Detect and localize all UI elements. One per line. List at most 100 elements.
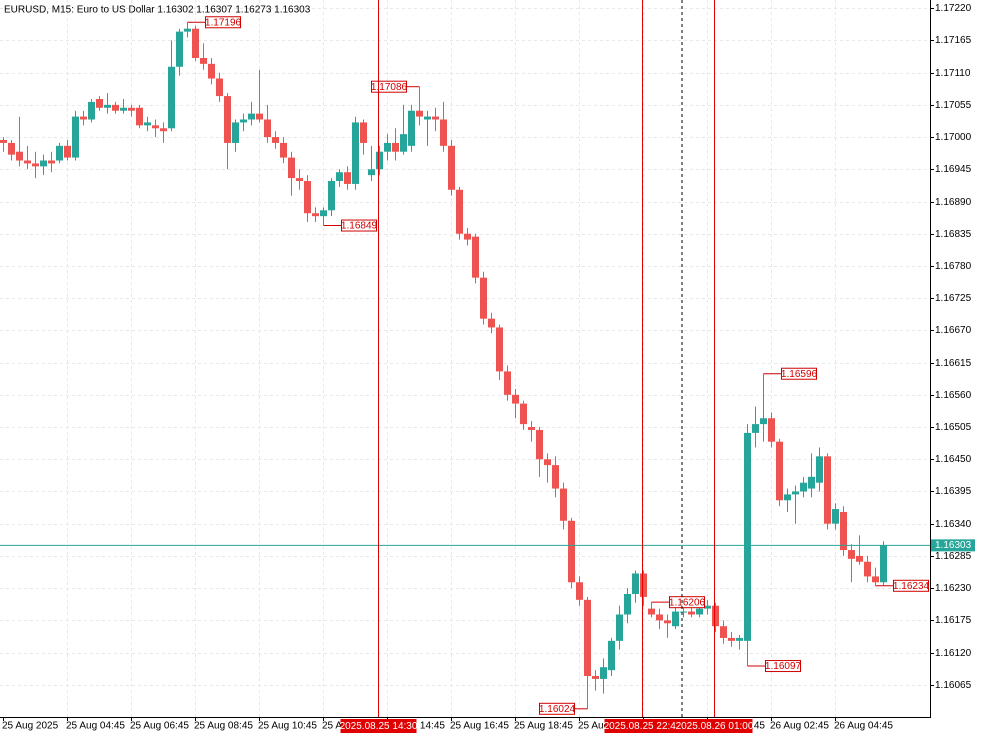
candle-body bbox=[848, 550, 855, 559]
current-price-tag bbox=[931, 539, 975, 552]
candle-body bbox=[8, 142, 15, 155]
candle-body bbox=[552, 465, 559, 489]
x-tick-label: 25 Aug 10:45 bbox=[258, 721, 317, 732]
y-tick-label: 1.17000 bbox=[935, 132, 972, 143]
annotation-label: 1.16206 bbox=[669, 597, 706, 608]
candle-body bbox=[504, 371, 511, 395]
candle-body bbox=[464, 233, 471, 240]
date-tag-label: 2025.08.26 01:00 bbox=[676, 721, 754, 732]
candle-body bbox=[632, 573, 639, 594]
y-tick-label: 1.16065 bbox=[935, 680, 972, 691]
candle-body bbox=[56, 145, 63, 161]
annotation-label: 1.16024 bbox=[539, 704, 576, 715]
candle-body bbox=[224, 96, 231, 143]
candle-body bbox=[320, 210, 327, 217]
y-tick-label: 1.16285 bbox=[935, 551, 972, 562]
candle-body bbox=[232, 122, 239, 143]
candle-body bbox=[272, 137, 279, 143]
annotation-box bbox=[893, 579, 929, 592]
candle-body bbox=[264, 119, 271, 138]
candle-body bbox=[680, 611, 687, 613]
candle-body bbox=[880, 545, 887, 583]
candle-body bbox=[344, 172, 351, 184]
candle-body bbox=[88, 101, 95, 120]
chart-title: EURUSD, M15: Euro to US Dollar 1.16302 1… bbox=[4, 5, 311, 16]
candle-body bbox=[872, 576, 879, 583]
annotation-box bbox=[539, 702, 575, 715]
candle-body bbox=[592, 675, 599, 679]
candle-body bbox=[376, 151, 383, 170]
x-tick-label: 26 Aug 02:45 bbox=[770, 721, 829, 732]
candle-body bbox=[576, 582, 583, 600]
candle-body bbox=[208, 63, 215, 79]
candle-body bbox=[640, 573, 647, 597]
annotation-label: 1.16849 bbox=[341, 221, 378, 232]
candle-body bbox=[416, 110, 423, 117]
candle-body bbox=[600, 667, 607, 679]
candle-body bbox=[368, 169, 375, 176]
candle-body bbox=[672, 611, 679, 627]
candle-body bbox=[112, 104, 119, 111]
candle-body bbox=[808, 476, 815, 489]
candle-body bbox=[64, 145, 71, 158]
y-tick-label: 1.16340 bbox=[935, 519, 972, 530]
candle-body bbox=[48, 160, 55, 164]
candle-body bbox=[424, 116, 431, 120]
candle-body bbox=[488, 318, 495, 328]
candle-body bbox=[792, 491, 799, 495]
x-tick-label: 25 Aug 2025 bbox=[2, 721, 59, 732]
candle-body bbox=[184, 28, 191, 32]
annotation-box bbox=[669, 596, 705, 609]
candle-body bbox=[536, 429, 543, 460]
candle-body bbox=[336, 172, 343, 182]
candle-body bbox=[832, 509, 839, 524]
candle-body bbox=[216, 78, 223, 97]
candle-body bbox=[712, 605, 719, 627]
candle-body bbox=[40, 160, 47, 167]
date-tag bbox=[604, 719, 681, 733]
candle-body bbox=[72, 116, 79, 158]
candle-body bbox=[0, 140, 7, 143]
candle-body bbox=[864, 561, 871, 577]
candle-body bbox=[400, 134, 407, 152]
x-tick-label: 25 Aug 18:45 bbox=[514, 721, 573, 732]
candle-body bbox=[256, 113, 263, 120]
annotation-label: 1.17086 bbox=[371, 82, 408, 93]
candle-body bbox=[584, 599, 591, 676]
candle-body bbox=[616, 614, 623, 641]
candle-body bbox=[360, 122, 367, 143]
candle-body bbox=[440, 119, 447, 146]
candle-body bbox=[496, 327, 503, 372]
candle-body bbox=[168, 66, 175, 129]
annotation-box bbox=[371, 80, 407, 93]
candle-body bbox=[752, 424, 759, 433]
candle-body bbox=[384, 142, 391, 152]
candle-body bbox=[720, 626, 727, 638]
candle-body bbox=[760, 418, 767, 425]
y-tick-label: 1.16670 bbox=[935, 325, 972, 336]
annotation-box bbox=[765, 660, 801, 673]
annotation-box bbox=[781, 367, 817, 380]
candle-body bbox=[80, 116, 87, 120]
candle-body bbox=[608, 640, 615, 671]
candle-body bbox=[432, 116, 439, 120]
annotation-label: 1.17196 bbox=[205, 17, 242, 28]
candle-body bbox=[696, 608, 703, 615]
annotation-box bbox=[205, 16, 241, 29]
candle-body bbox=[776, 441, 783, 501]
candle-body bbox=[480, 277, 487, 319]
y-tick-label: 1.16450 bbox=[935, 454, 972, 465]
candle-body bbox=[664, 620, 671, 624]
candle-body bbox=[528, 427, 535, 430]
candle-body bbox=[728, 637, 735, 641]
candle-body bbox=[24, 160, 31, 164]
candle-body bbox=[768, 418, 775, 442]
candles bbox=[0, 22, 887, 709]
date-tag bbox=[676, 719, 753, 733]
y-tick-label: 1.16725 bbox=[935, 293, 972, 304]
candle-body bbox=[560, 488, 567, 521]
x-tick-label: 25 Aug 16:45 bbox=[450, 721, 509, 732]
candle-body bbox=[856, 555, 863, 562]
date-tag-label: 2025.08.25 22:45 bbox=[604, 721, 682, 732]
